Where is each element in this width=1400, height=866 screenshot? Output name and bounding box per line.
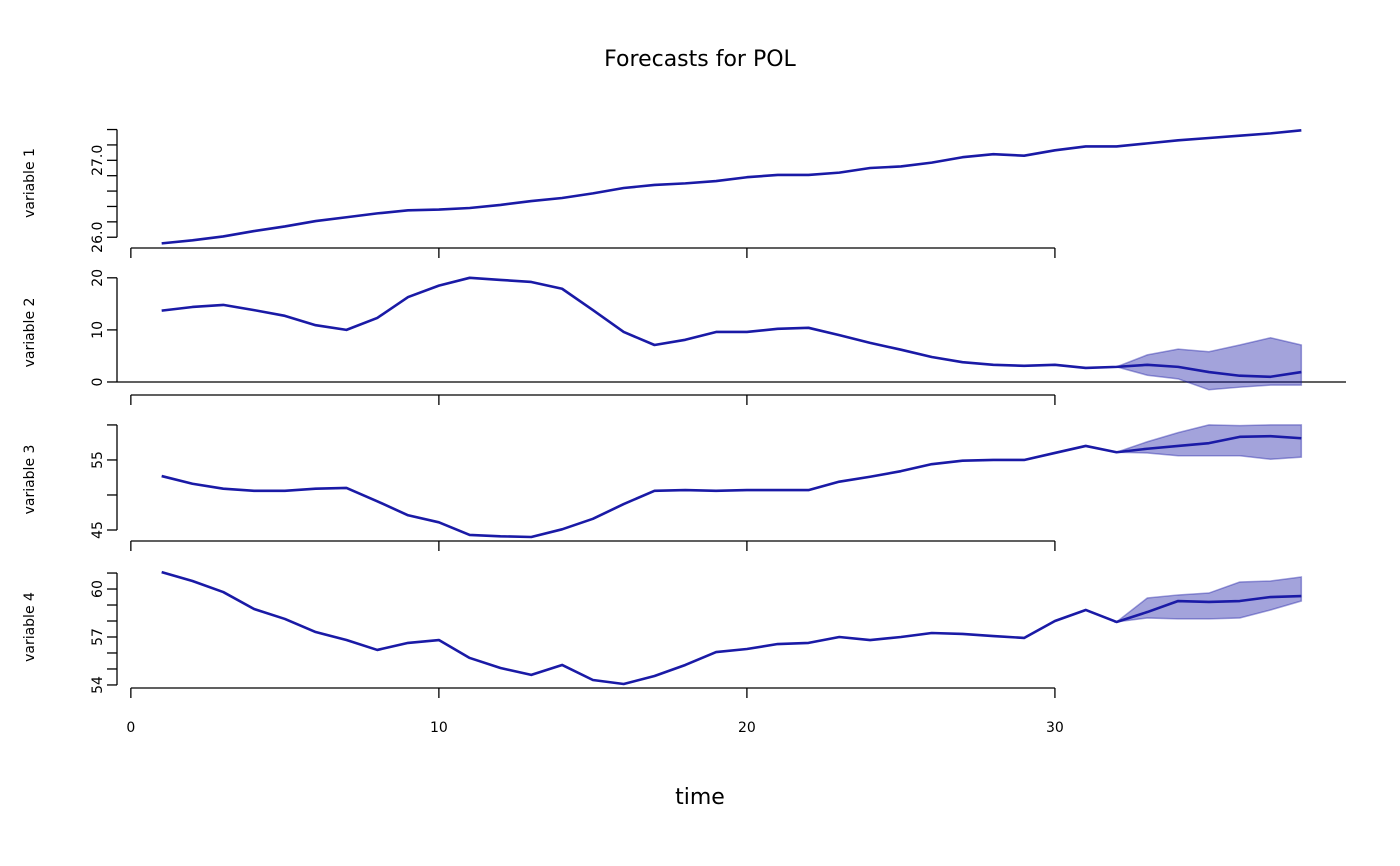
y-axis-label: variable 2 — [22, 298, 38, 368]
forecast-interval — [1113, 576, 1303, 624]
y-axis-label: variable 4 — [22, 592, 38, 662]
chart-title: Forecasts for POL — [604, 47, 796, 72]
y-tick-label: 60 — [90, 580, 106, 598]
y-tick-label: 10 — [90, 321, 106, 339]
y-tick-label: 26.0 — [90, 222, 106, 253]
data-line — [161, 129, 1302, 245]
data-line — [161, 570, 1302, 686]
x-tick-label: 0 — [126, 720, 135, 736]
y-tick-label: 45 — [90, 521, 106, 539]
x-tick-label: 10 — [430, 720, 448, 736]
y-tick-label: 55 — [90, 451, 106, 469]
x-tick-label: 20 — [738, 720, 756, 736]
data-line — [161, 434, 1302, 539]
y-axis-label: variable 3 — [22, 445, 38, 515]
x-tick-label: 30 — [1046, 720, 1064, 736]
y-tick-label: 27.0 — [90, 145, 106, 176]
x-axis-label: time — [675, 785, 725, 810]
y-tick-label: 0 — [90, 378, 106, 387]
y-tick-label: 54 — [90, 676, 106, 694]
y-tick-label: 20 — [90, 269, 106, 287]
y-axis-label: variable 1 — [22, 148, 38, 218]
y-tick-label: 57 — [90, 628, 106, 646]
data-line — [161, 276, 1302, 379]
